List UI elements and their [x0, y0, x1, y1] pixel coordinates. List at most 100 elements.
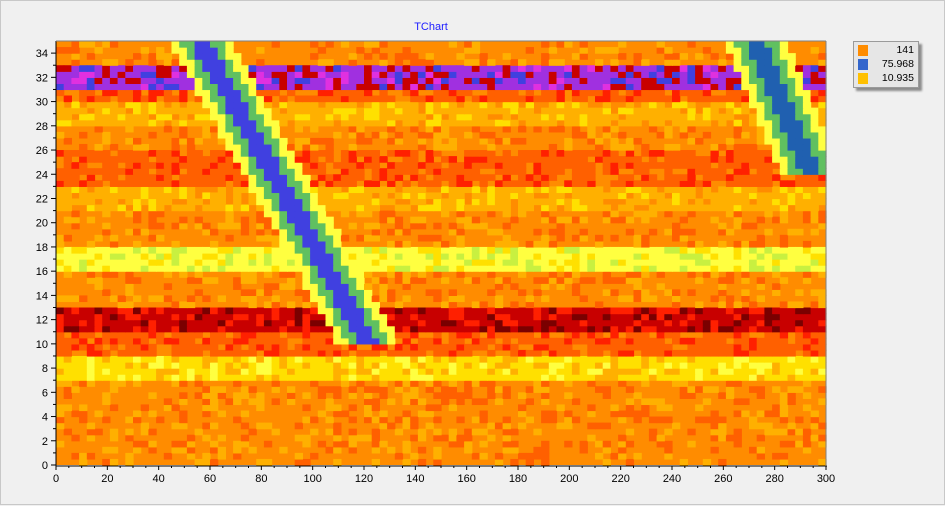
heatmap-cell [756, 131, 765, 139]
heatmap-cell [525, 265, 534, 272]
heatmap-cell [125, 83, 134, 91]
heatmap-cell [602, 289, 611, 296]
heatmap-cell [402, 283, 411, 290]
heatmap-cell [371, 101, 380, 109]
heatmap-cell [541, 41, 550, 48]
heatmap-cell [479, 180, 488, 187]
heatmap-cell [417, 162, 427, 169]
heatmap-cell [171, 162, 180, 169]
heatmap-cell [741, 77, 750, 84]
y-tick-label: 28 [36, 121, 48, 133]
heatmap-cell [433, 198, 442, 206]
heatmap-cell [479, 101, 488, 109]
heatmap-cell [487, 89, 496, 97]
heatmap-cell [779, 83, 789, 91]
heatmap-cell [510, 440, 519, 448]
heatmap-cell [225, 89, 234, 97]
heatmap-cell [571, 150, 581, 157]
heatmap-cell [518, 65, 527, 72]
heatmap-cell [618, 41, 627, 48]
heatmap-cell [556, 374, 565, 381]
heatmap-cell [394, 162, 404, 169]
legend-item: 10.935 [858, 72, 916, 85]
heatmap-cell [687, 374, 696, 381]
heatmap-cell [102, 210, 111, 218]
heatmap-cell [63, 337, 72, 345]
heatmap-cell [302, 301, 311, 309]
heatmap-cell [518, 253, 527, 260]
heatmap-cell [379, 313, 388, 321]
heatmap-cell [718, 337, 727, 345]
heatmap-cell [302, 283, 311, 290]
heatmap-cell [625, 265, 635, 272]
heatmap-cell [202, 95, 211, 103]
heatmap-cell [610, 192, 619, 200]
heatmap-cell [787, 168, 796, 175]
heatmap-cell [302, 404, 311, 412]
heatmap-cell [764, 95, 773, 103]
heatmap-cell [333, 107, 342, 115]
heatmap-cell [648, 65, 658, 72]
heatmap-cell [210, 77, 219, 84]
heatmap-cell [641, 271, 650, 278]
heatmap-cell [810, 416, 819, 424]
heatmap-cell [379, 259, 388, 266]
heatmap-cell [641, 180, 650, 187]
heatmap-cell [548, 186, 558, 194]
heatmap-cell [587, 265, 596, 272]
heatmap-cell [156, 307, 165, 315]
heatmap-cell [718, 65, 727, 72]
heatmap-cell [487, 337, 496, 345]
heatmap-cell [533, 380, 542, 387]
heatmap-cell [710, 307, 719, 315]
heatmap-cell [279, 204, 288, 212]
heatmap-cell [171, 319, 180, 327]
heatmap-cell [109, 362, 119, 369]
heatmap-cell [579, 89, 588, 97]
heatmap-cell [148, 174, 157, 181]
heatmap-cell [764, 325, 773, 333]
heatmap-cell [79, 156, 88, 163]
heatmap-cell [102, 113, 111, 121]
heatmap-cell [302, 307, 311, 315]
heatmap-cell [86, 246, 96, 254]
heatmap-cell [287, 240, 296, 248]
heatmap-cell [641, 210, 650, 218]
heatmap-cell [356, 434, 365, 442]
heatmap-cell [271, 331, 280, 339]
heatmap-cell [310, 234, 319, 242]
heatmap-cell [602, 343, 611, 351]
heatmap-cell [471, 95, 481, 103]
heatmap-cell [202, 253, 211, 260]
heatmap-cell [179, 410, 188, 418]
heatmap-cell [756, 65, 765, 72]
heatmap-cell [217, 253, 226, 260]
heatmap-cell [756, 180, 765, 187]
heatmap-cell [325, 228, 334, 236]
heatmap-cell [772, 428, 781, 436]
heatmap-cell [156, 186, 165, 194]
heatmap-cell [186, 355, 196, 363]
heatmap-cell [610, 143, 619, 151]
heatmap-cell [425, 53, 434, 60]
heatmap-cell [125, 253, 134, 260]
heatmap-cell [779, 180, 789, 187]
heatmap-cell [109, 174, 119, 181]
heatmap-cell [125, 210, 134, 218]
heatmap-cell [340, 380, 350, 387]
heatmap-cell [317, 137, 327, 145]
heatmap-cell [448, 392, 457, 399]
heatmap-cell [140, 343, 149, 351]
heatmap-cell [448, 253, 457, 260]
heatmap-cell [279, 349, 288, 357]
heatmap-cell [225, 83, 234, 91]
heatmap-cell [725, 380, 735, 387]
heatmap-cell [602, 192, 611, 200]
heatmap-cell [494, 452, 504, 460]
heatmap-cell [625, 362, 635, 369]
heatmap-cell [618, 325, 627, 333]
heatmap-cell [525, 253, 534, 260]
heatmap-cell [818, 59, 827, 66]
heatmap-cell [533, 186, 542, 194]
heatmap-cell [633, 168, 642, 175]
